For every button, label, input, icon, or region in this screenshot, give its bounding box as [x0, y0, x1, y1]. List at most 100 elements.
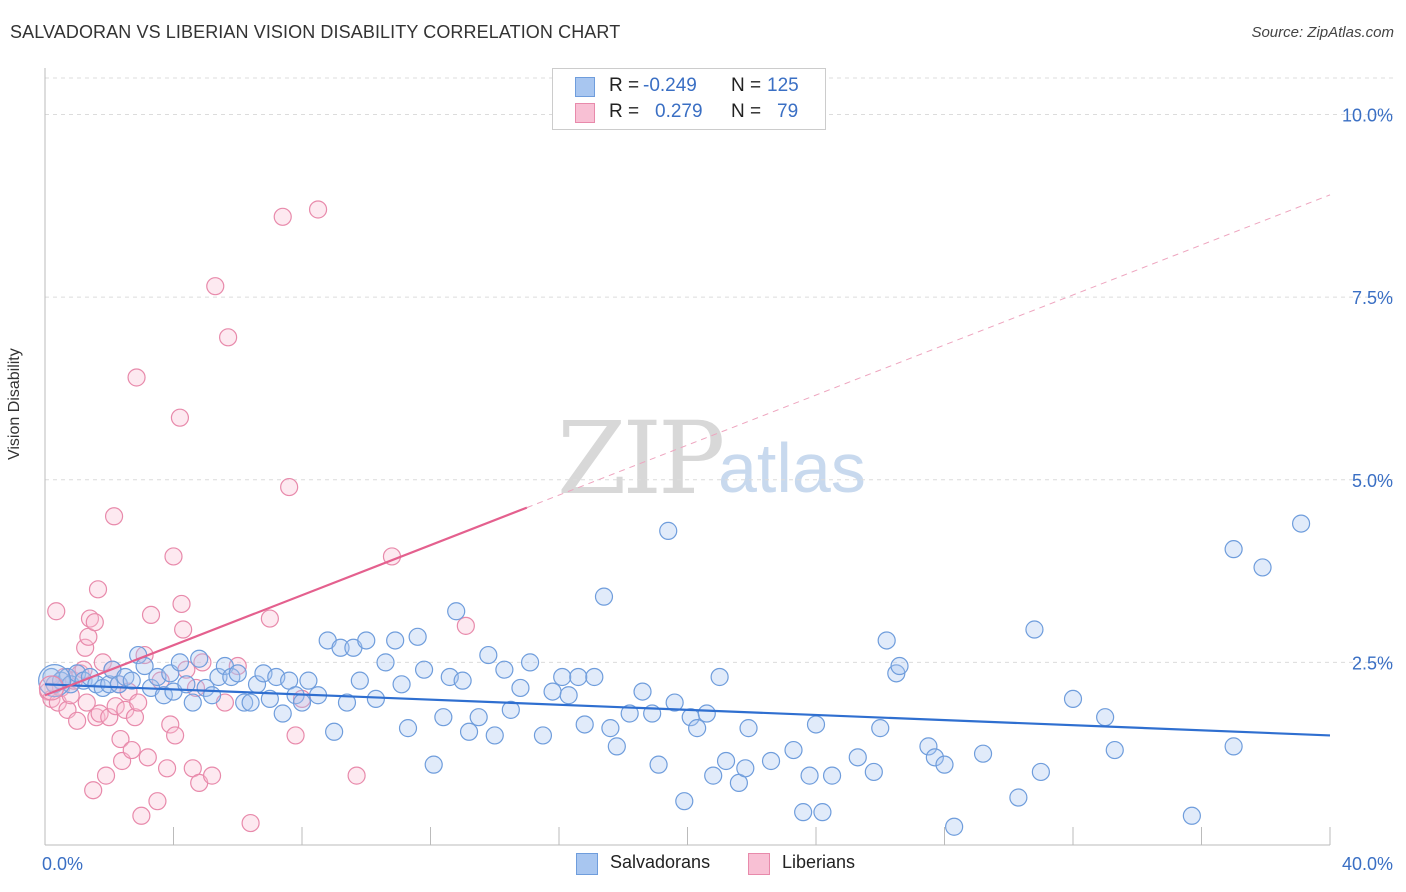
watermark-zip: ZIP [557, 400, 725, 517]
point-salvadorans [1063, 689, 1083, 709]
point-salvadorans [864, 762, 883, 782]
point-salvadorans [1025, 620, 1044, 639]
point-salvadorans [299, 671, 318, 690]
point-salvadorans [485, 726, 504, 745]
point-salvadorans [190, 649, 209, 668]
point-liberians [85, 613, 104, 632]
point-salvadorans [1182, 806, 1201, 825]
point-salvadorans [559, 686, 578, 705]
point-liberians [161, 715, 180, 734]
point-salvadorans [1291, 514, 1311, 533]
point-liberians [206, 277, 225, 296]
point-liberians [47, 602, 66, 621]
point-liberians [456, 616, 475, 635]
point-salvadorans [877, 631, 896, 650]
point-salvadorans [925, 748, 944, 767]
point-liberians [308, 200, 328, 219]
point-salvadorans [697, 704, 716, 723]
point-salvadorans [357, 631, 376, 650]
point-salvadorans [459, 722, 479, 741]
y-tick-label: 7.5% [1352, 288, 1393, 308]
y-tick-label: 10.0% [1342, 106, 1393, 126]
point-salvadorans [501, 700, 520, 719]
point-liberians [174, 620, 193, 639]
axes [44, 68, 1331, 846]
point-salvadorans [543, 682, 562, 701]
point-salvadorans [292, 693, 312, 712]
point-salvadorans [511, 678, 530, 698]
point-liberians [88, 580, 108, 599]
legend-r-value: 0.279 [655, 101, 703, 122]
point-salvadorans [739, 719, 758, 738]
trend-line-salvadorans [44, 683, 1331, 737]
point-salvadorans [325, 722, 344, 741]
point-salvadorans [704, 766, 723, 785]
point-salvadorans [434, 708, 453, 727]
point-salvadorans [675, 792, 694, 811]
point-salvadorans [594, 587, 614, 606]
point-liberians [186, 678, 206, 698]
legend-r-value: -0.249 [643, 75, 697, 96]
point-salvadorans [607, 737, 626, 756]
x-tick-label: 0.0% [42, 854, 83, 874]
point-liberians [202, 766, 222, 785]
point-salvadorans [202, 686, 222, 705]
point-salvadorans [122, 671, 141, 690]
data-points [38, 200, 1311, 836]
point-salvadorans [228, 664, 247, 683]
point-salvadorans [273, 704, 292, 723]
legend-swatch-liberians [575, 103, 595, 123]
point-salvadorans [392, 675, 411, 694]
point-salvadorans [601, 719, 620, 738]
point-salvadorans [408, 627, 427, 646]
x-tick-label: 40.0% [1342, 854, 1393, 874]
point-salvadorans [935, 755, 954, 774]
point-salvadorans [366, 689, 385, 709]
point-salvadorans [479, 645, 498, 665]
point-salvadorans [585, 667, 604, 687]
point-liberians [125, 708, 145, 727]
point-liberians [76, 638, 95, 657]
point-salvadorans [813, 803, 832, 822]
point-liberians [170, 408, 190, 427]
point-salvadorans [100, 675, 119, 694]
legend-r-label: R = [609, 75, 640, 96]
point-salvadorans [919, 737, 938, 756]
point-salvadorans [710, 667, 729, 687]
point-salvadorans [170, 653, 190, 672]
point-salvadorans [800, 766, 819, 785]
point-salvadorans [633, 682, 652, 701]
point-salvadorans [177, 675, 196, 694]
point-salvadorans [688, 719, 707, 738]
point-salvadorans [890, 656, 909, 676]
point-salvadorans [209, 667, 228, 687]
legend-r-label: R = [609, 101, 640, 122]
point-liberians [90, 704, 109, 723]
point-liberians [132, 806, 151, 825]
point-liberians [100, 708, 119, 727]
legend-n-label: N = [731, 101, 762, 122]
point-salvadorans [183, 693, 202, 712]
point-liberians [172, 594, 191, 614]
point-salvadorans [241, 693, 260, 712]
point-salvadorans [350, 671, 369, 690]
point-salvadorans [716, 751, 736, 771]
grid-lines [45, 77, 1395, 663]
trend-line-liberians [44, 506, 528, 697]
point-salvadorans [376, 653, 395, 672]
point-liberians [122, 740, 141, 760]
watermark-atlas: atlas [718, 429, 866, 507]
point-salvadorans [665, 693, 684, 712]
point-salvadorans [569, 667, 588, 687]
point-salvadorans [386, 631, 405, 650]
point-salvadorans [649, 755, 668, 774]
point-salvadorans [848, 748, 867, 767]
point-salvadorans [784, 740, 803, 760]
point-salvadorans [659, 521, 678, 540]
point-salvadorans [553, 667, 572, 687]
point-salvadorans [794, 803, 813, 822]
point-liberians [111, 729, 130, 749]
y-tick-label: 2.5% [1352, 653, 1393, 673]
point-liberians [228, 656, 247, 676]
